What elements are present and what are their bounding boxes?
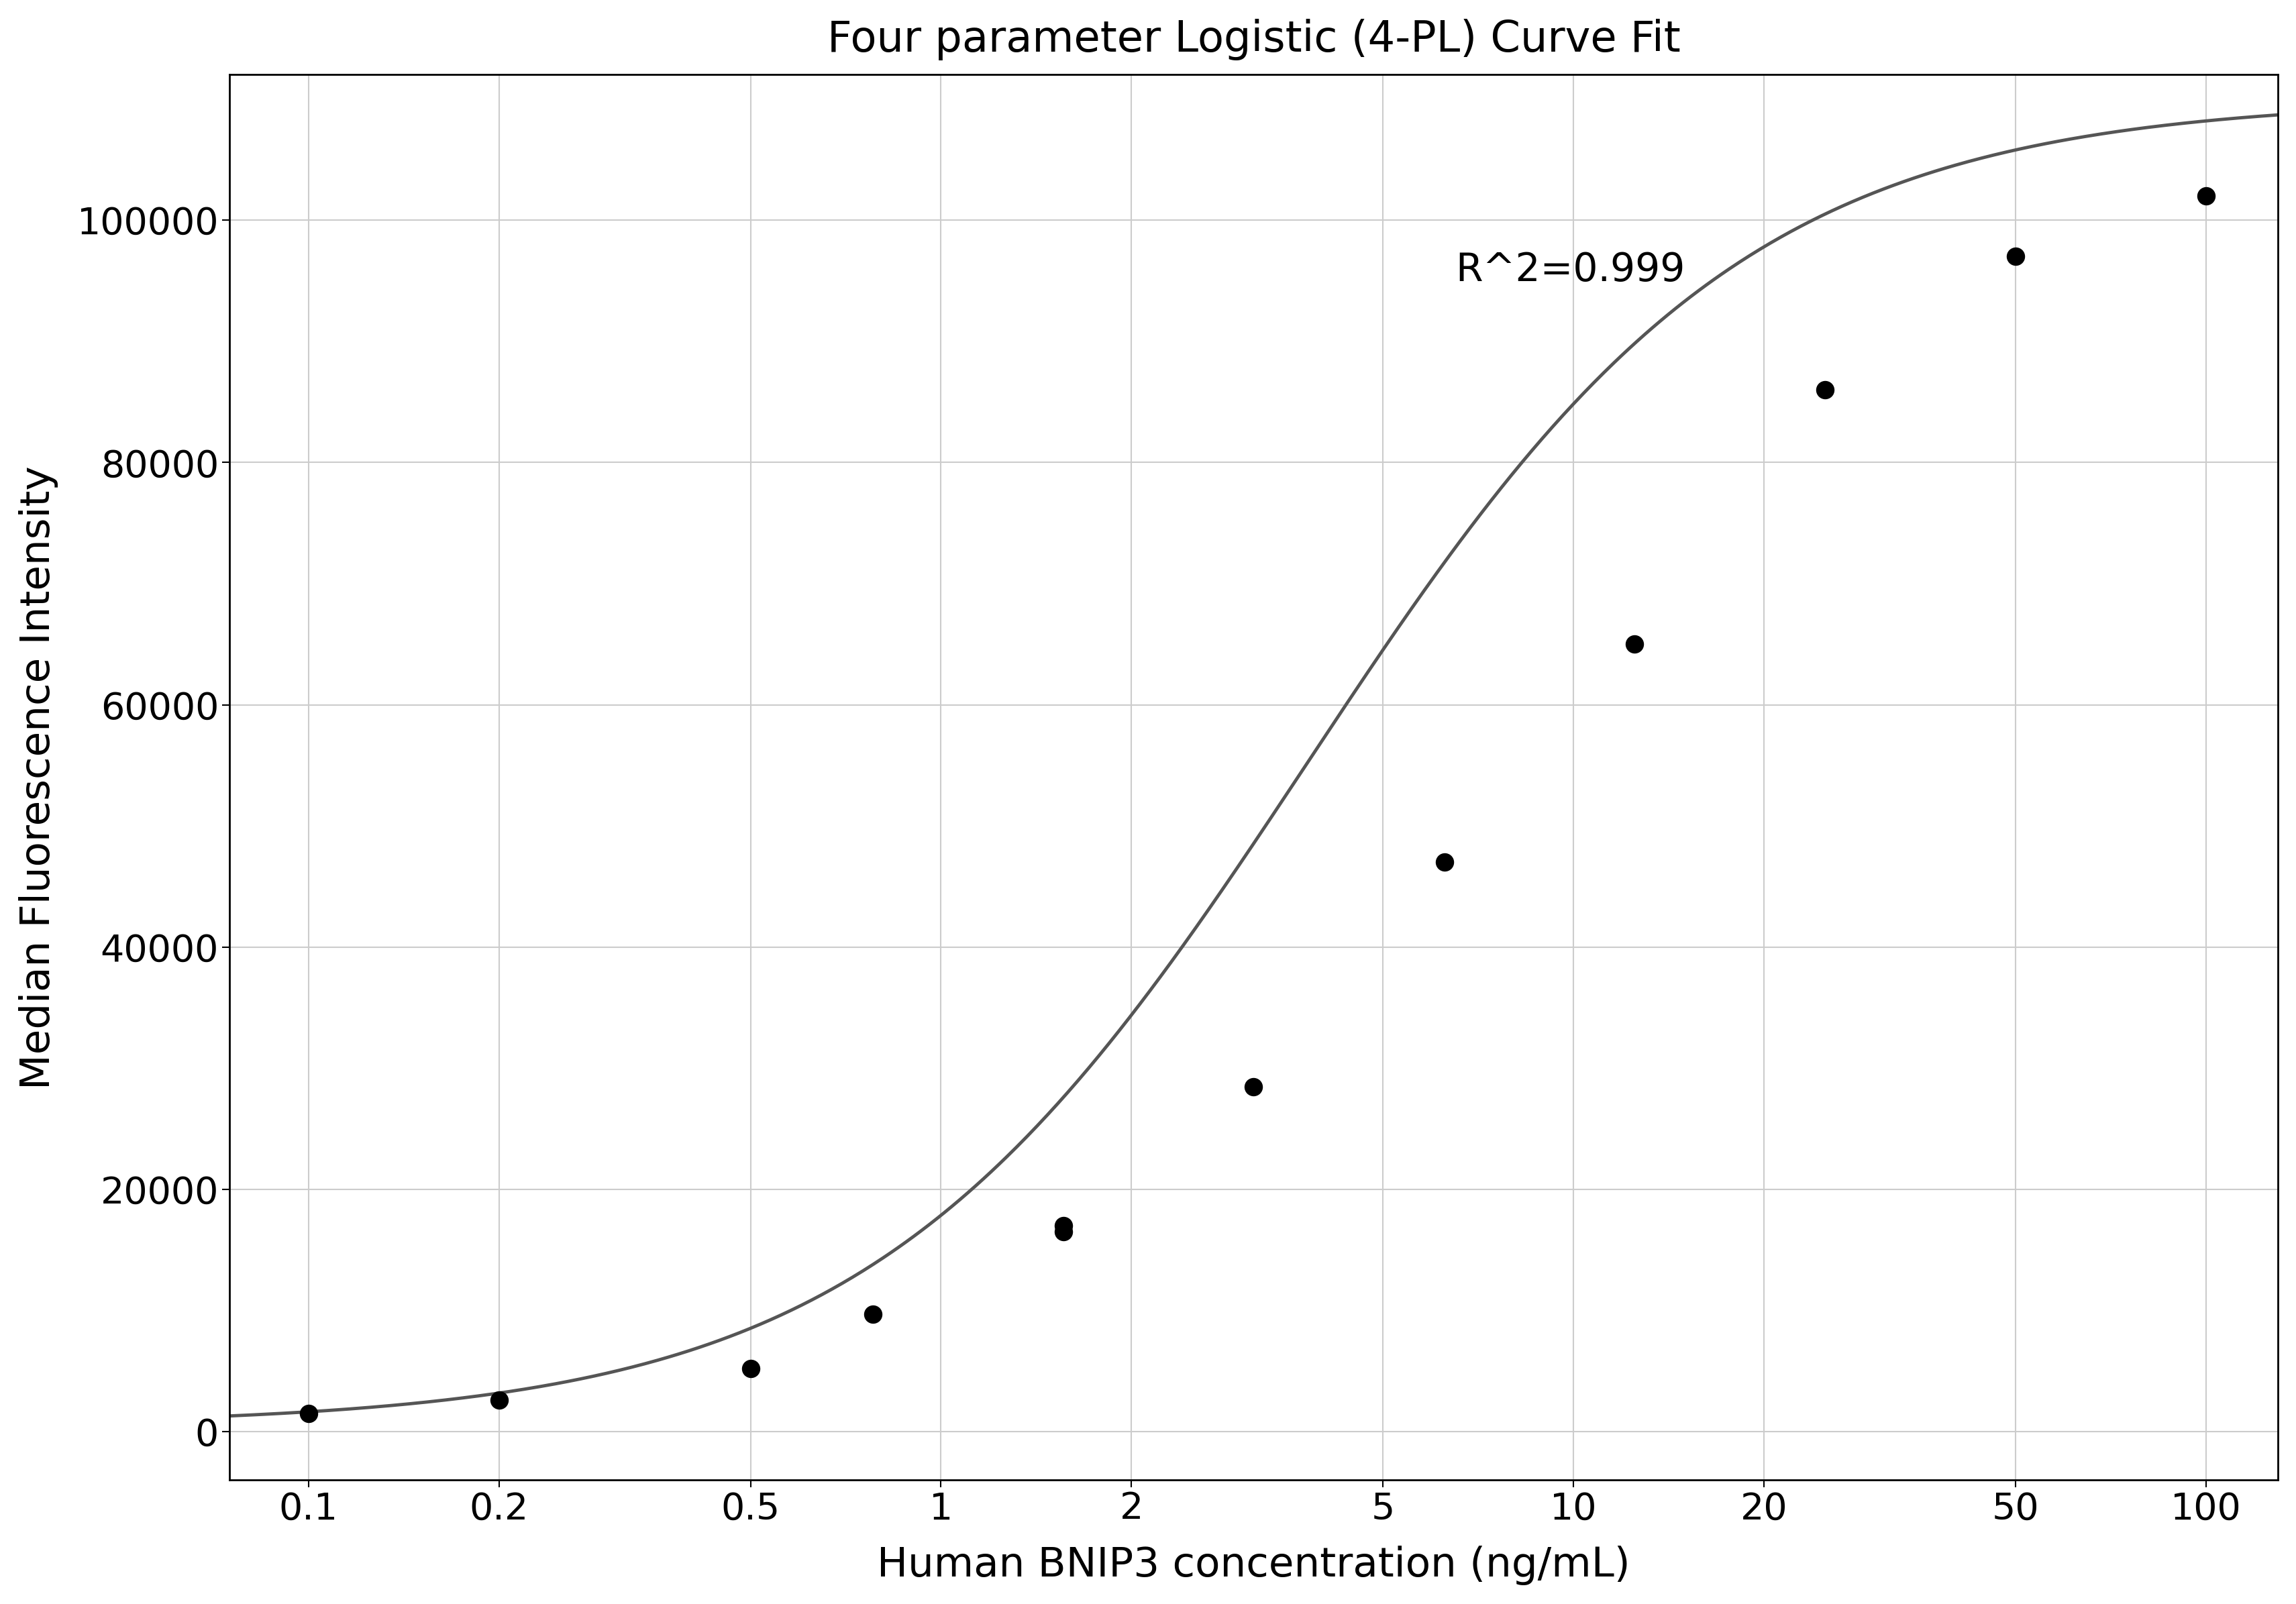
Point: [732, 1355, 769, 1381]
Point: [1045, 1213, 1081, 1238]
Point: [1426, 850, 1463, 876]
Y-axis label: Median Fluorescence Intensity: Median Fluorescence Intensity: [18, 465, 57, 1089]
Point: [1998, 244, 2034, 269]
Point: [854, 1301, 891, 1327]
Title: Four parameter Logistic (4-PL) Curve Fit: Four parameter Logistic (4-PL) Curve Fit: [827, 19, 1681, 61]
Point: [1807, 377, 1844, 403]
X-axis label: Human BNIP3 concentration (ng/mL): Human BNIP3 concentration (ng/mL): [877, 1546, 1630, 1585]
Text: R^2=0.999: R^2=0.999: [1456, 250, 1685, 289]
Point: [289, 1400, 326, 1426]
Point: [2188, 183, 2225, 209]
Point: [480, 1387, 517, 1413]
Point: [1045, 1219, 1081, 1245]
Point: [1235, 1073, 1272, 1099]
Point: [1616, 632, 1653, 658]
